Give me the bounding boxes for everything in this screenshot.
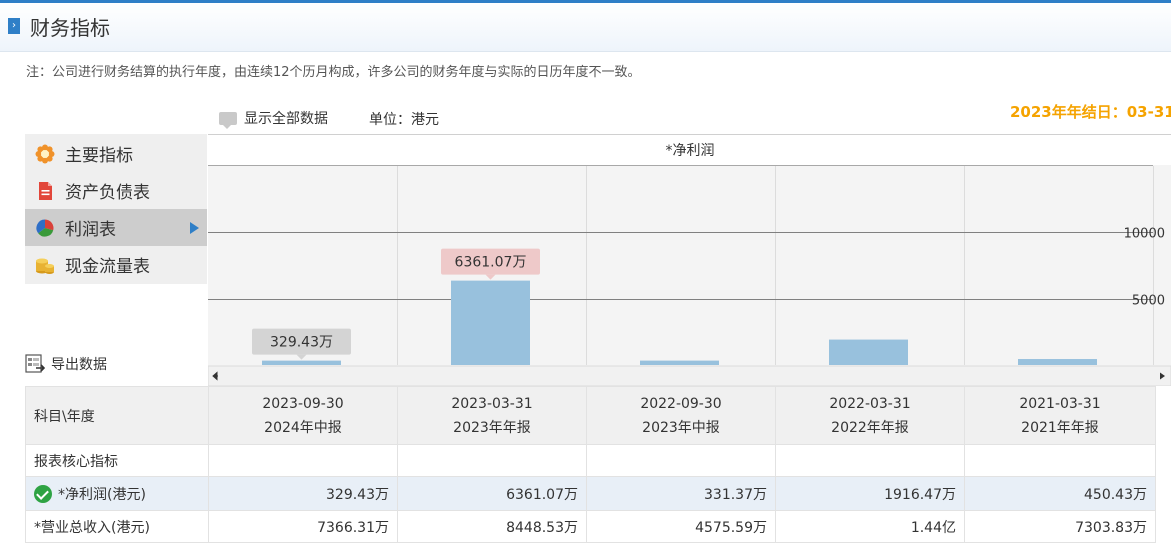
net-profit-chart: *净利润 329.43万 6361.07万 5000 10000: [208, 134, 1171, 386]
chart-bar[interactable]: [640, 360, 719, 365]
sidebar: 主要指标 资产负债表 利润表 现金流量表: [25, 134, 207, 284]
column-header: 2023-09-30 2024年中报: [208, 386, 398, 445]
row-label: *净利润(港元): [25, 476, 209, 511]
table-cell: 331.37万: [586, 476, 776, 511]
speech-bubble-icon: [219, 111, 237, 129]
table-cell: 1916.47万: [775, 476, 965, 511]
data-label-text: 329.43万: [270, 335, 333, 351]
document-icon: [39, 181, 52, 200]
show-all-data-button[interactable]: 显示全部数据: [219, 108, 328, 129]
table-row-total-revenue[interactable]: *营业总收入(港元) 7366.31万 8448.53万 4575.59万 1.…: [25, 510, 1156, 543]
gear-flower-icon: [35, 144, 55, 163]
check-circle-icon: [34, 484, 52, 503]
data-label: 329.43万: [252, 328, 351, 360]
export-data-button[interactable]: 导出数据: [25, 354, 107, 374]
chart-bar[interactable]: [1018, 359, 1097, 365]
chart-background: [208, 135, 1171, 386]
sidebar-item-main-indicators[interactable]: 主要指标: [25, 135, 207, 172]
horizontal-scrollbar[interactable]: [208, 365, 1171, 386]
chart-bar[interactable]: [262, 360, 341, 365]
coins-icon: [36, 258, 54, 274]
row-label: *营业总收入(港元): [25, 510, 209, 543]
active-arrow-icon: [190, 222, 199, 234]
table-row-net-profit[interactable]: *净利润(港元) 329.43万 6361.07万 331.37万 1916.4…: [25, 476, 1156, 511]
sidebar-item-label: 现金流量表: [65, 257, 150, 277]
export-data-label: 导出数据: [51, 357, 107, 373]
y-tick-label: 10000: [1124, 227, 1165, 242]
table-cell: 7366.31万: [208, 510, 398, 543]
fiscal-year-note: 注：公司进行财务结算的执行年度，由连续12个历月构成，许多公司的财务年度与实际的…: [26, 65, 641, 80]
export-spreadsheet-icon: [25, 354, 45, 373]
table-cell: 1.44亿: [775, 510, 965, 543]
show-all-data-label: 显示全部数据: [244, 111, 328, 127]
column-header: 2021-03-31 2021年年报: [964, 386, 1156, 445]
table-cell: 450.43万: [964, 476, 1156, 511]
table-header-row: 科目\年度 2023-09-30 2024年中报 2023-03-31 2023年年…: [25, 386, 1156, 445]
table-cell: 7303.83万: [964, 510, 1156, 543]
page-header: › 财务指标: [0, 0, 1171, 52]
data-label-text: 6361.07万: [455, 255, 527, 271]
sidebar-item-balance-sheet[interactable]: 资产负债表: [25, 172, 207, 209]
pie-chart-icon: [36, 218, 54, 237]
scroll-left-icon[interactable]: [212, 371, 218, 381]
chart-title: *净利润: [666, 143, 715, 159]
scroll-right-icon[interactable]: [1160, 372, 1165, 380]
table-cell: 8448.53万: [397, 510, 587, 543]
financial-table: 科目\年度 2023-09-30 2024年中报 2023-03-31 2023年年…: [25, 386, 1156, 543]
unit-label: 单位：港元: [369, 112, 439, 128]
table-cell: 329.43万: [208, 476, 398, 511]
table-cell: 6361.07万: [397, 476, 587, 511]
table-corner-cell: 科目\年度: [25, 386, 209, 445]
sidebar-item-label: 利润表: [65, 220, 116, 240]
column-header: 2023-03-31 2023年年报: [397, 386, 587, 445]
page-title: 财务指标: [30, 16, 110, 40]
chart-bar[interactable]: [451, 280, 530, 365]
year-end-label: 2023年年结日：03-31: [1010, 103, 1171, 121]
sidebar-item-label: 主要指标: [65, 146, 133, 166]
sidebar-item-income-statement[interactable]: 利润表: [25, 209, 207, 246]
chart-title-bar: [208, 135, 1171, 165]
section-title: 报表核心指标: [25, 444, 209, 477]
table-section-row: 报表核心指标: [25, 444, 1156, 477]
sidebar-item-cash-flow[interactable]: 现金流量表: [25, 246, 207, 283]
table-cell: 4575.59万: [586, 510, 776, 543]
sidebar-item-label: 资产负债表: [65, 183, 150, 203]
chart-bar[interactable]: [829, 339, 908, 365]
chevron-right-icon: ›: [8, 18, 20, 34]
column-header: 2022-03-31 2022年年报: [775, 386, 965, 445]
y-tick-label: 5000: [1132, 294, 1165, 309]
column-header: 2022-09-30 2023年中报: [586, 386, 776, 445]
chart-canvas: *净利润 329.43万 6361.07万 5000 10000: [208, 135, 1171, 386]
data-label: 6361.07万: [441, 248, 540, 280]
